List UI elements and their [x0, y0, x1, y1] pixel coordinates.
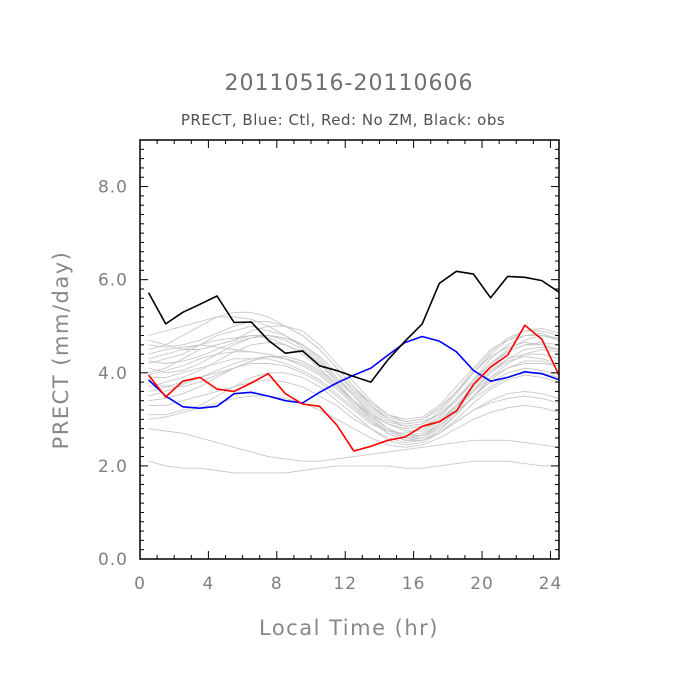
x-tick-label: 0: [134, 574, 146, 594]
ensemble-line-8: [148, 372, 560, 446]
ensemble-line-20: [148, 351, 560, 441]
series-line-no-zm: [147, 324, 560, 452]
ensemble-line-6: [148, 335, 560, 441]
ensemble-line-7: [148, 325, 560, 420]
y-axis-label: PRECT (mm/day): [49, 251, 73, 450]
series-lines: [147, 270, 560, 452]
y-tick-label: 6.0: [98, 271, 128, 291]
ensemble-line-19: [148, 321, 560, 423]
ensemble-line-14: [148, 395, 560, 448]
x-tick-label: 8: [271, 574, 283, 594]
x-tick-label: 24: [539, 574, 563, 594]
plot-frame: [139, 139, 560, 560]
chart-title: 20110516-20110606: [225, 71, 474, 96]
y-tick-label: 0.0: [98, 550, 128, 570]
ensemble-line-12: [148, 358, 560, 441]
ensemble-line-5: [148, 379, 560, 444]
axis-tick-labels: 0 4 8 12 16 20 24 0.0 2.0 4.0 6.0 8.0: [98, 178, 563, 594]
x-axis-label: Local Time (hr): [259, 616, 439, 640]
x-tick-label: 4: [202, 574, 214, 594]
series-line-ctl: [148, 335, 560, 410]
ensemble-line-18: [148, 342, 560, 432]
y-tick-label: 2.0: [98, 457, 128, 477]
chart-subtitle: PRECT, Blue: Ctl, Red: No ZM, Black: obs: [181, 111, 505, 129]
ensemble-line-21: [148, 356, 560, 437]
x-tick-label: 20: [470, 574, 494, 594]
y-tick-label: 4.0: [98, 364, 128, 384]
ensemble-line-15: [148, 460, 559, 474]
ensemble-lines: [148, 311, 560, 474]
ensemble-line-17: [148, 342, 560, 439]
x-tick-label: 12: [333, 574, 357, 594]
ensemble-line-3: [148, 363, 560, 434]
series-line-obs: [147, 270, 560, 383]
x-tick-label: 16: [402, 574, 426, 594]
y-tick-label: 8.0: [98, 178, 128, 198]
ensemble-line-22: [148, 335, 560, 427]
ensemble-line-16: [148, 428, 560, 462]
ensemble-line-11: [148, 316, 560, 427]
